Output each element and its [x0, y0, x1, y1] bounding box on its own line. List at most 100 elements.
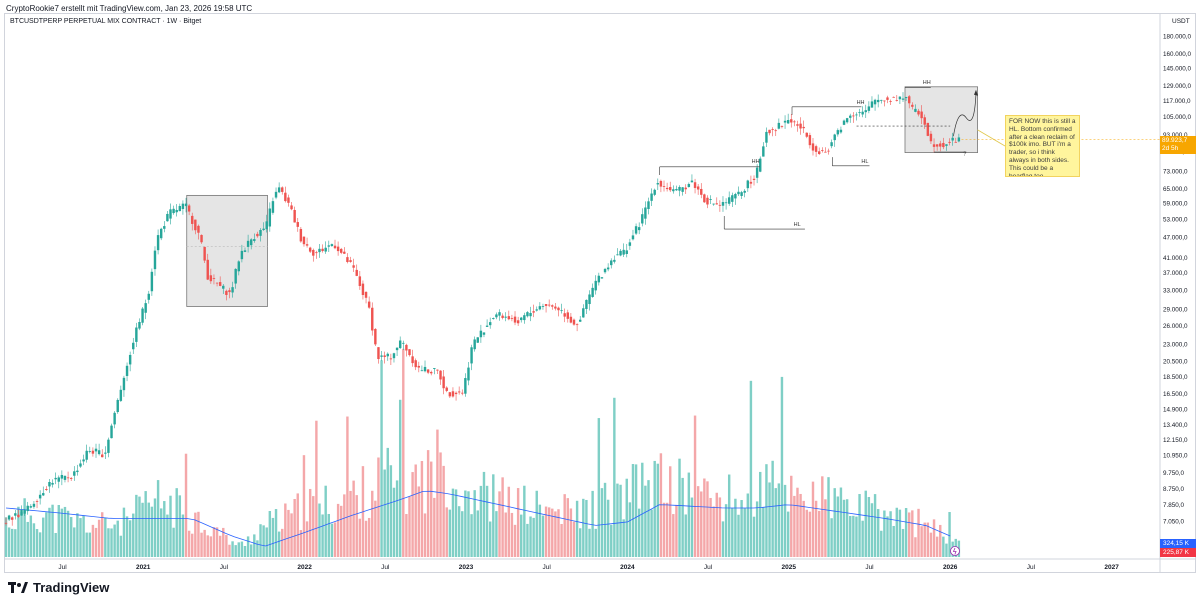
x-tick-label: 2026	[943, 564, 958, 571]
volume-bar	[619, 484, 622, 557]
candle	[790, 114, 793, 128]
volume-bar	[876, 509, 880, 557]
candle-body	[836, 130, 840, 135]
y-tick-label: 8.750,0	[1163, 486, 1185, 493]
candle	[296, 217, 299, 232]
candle	[597, 272, 601, 286]
volume-bar	[569, 508, 573, 557]
candle-body	[274, 191, 278, 198]
candle	[82, 454, 85, 466]
candle	[603, 267, 607, 274]
tradingview-logo[interactable]: TradingView	[8, 580, 109, 595]
volume-bar	[197, 511, 200, 557]
candle	[293, 206, 296, 223]
volume-bar	[194, 512, 197, 557]
x-tick-label: 2022	[297, 564, 312, 571]
candle	[575, 323, 579, 332]
annotation-note[interactable]: FOR NOW this is still a HL. Bottom confi…	[1005, 115, 1080, 177]
candle	[17, 509, 20, 519]
candle	[898, 96, 902, 104]
candle	[827, 148, 830, 155]
volume-bar	[839, 487, 843, 557]
candle-body	[644, 207, 647, 219]
volume-bar	[662, 502, 666, 557]
volume-bar	[355, 495, 358, 557]
candle-body	[619, 250, 622, 256]
candle-body	[191, 215, 194, 224]
candle-body	[718, 204, 722, 206]
volume-bar	[119, 535, 123, 557]
candle-body	[290, 205, 293, 210]
candle	[498, 309, 501, 321]
candle-body	[920, 111, 923, 119]
volume-bar	[492, 474, 495, 557]
candle-body	[498, 312, 501, 316]
candle	[156, 229, 160, 255]
candle-body	[560, 310, 563, 312]
volume-bar	[669, 466, 672, 557]
candle-body	[141, 308, 144, 323]
candle-body	[330, 244, 334, 247]
candle	[669, 181, 672, 193]
volume-bar	[138, 496, 141, 557]
volume-bar	[430, 461, 433, 557]
candle	[234, 268, 237, 289]
candle	[4, 517, 8, 526]
candle	[398, 336, 402, 350]
volume-bar	[209, 536, 213, 557]
volume-bar	[4, 517, 8, 557]
candle-body	[194, 219, 197, 231]
candle	[771, 127, 774, 137]
candle-body	[675, 188, 678, 191]
candle-body	[954, 141, 957, 143]
volume-bar	[637, 508, 641, 557]
candle	[594, 275, 597, 295]
candle	[926, 122, 930, 137]
volume-bar	[507, 486, 511, 557]
candle	[911, 102, 914, 110]
candle-body	[538, 306, 542, 310]
volume-bar	[948, 512, 951, 557]
candle-body	[246, 240, 250, 247]
candle-body	[38, 494, 42, 499]
candle	[445, 386, 448, 393]
candle	[622, 243, 625, 257]
candle	[759, 156, 762, 173]
volume-bar	[833, 488, 836, 557]
candle-body	[808, 135, 812, 146]
candle-body	[485, 325, 489, 327]
volume-bar	[641, 462, 644, 557]
candle	[544, 303, 548, 313]
volume-bar	[367, 517, 371, 557]
candle-body	[637, 227, 641, 231]
volume-bar	[433, 497, 436, 557]
candle	[861, 106, 864, 118]
last-price-value: 89.923,7	[1162, 137, 1188, 144]
candle-body	[529, 312, 532, 317]
volume-bar	[395, 480, 399, 557]
candle	[45, 486, 48, 491]
candle-body	[852, 115, 855, 117]
candle	[48, 479, 51, 493]
volume-bar	[448, 509, 452, 557]
x-tick-label: Jul	[58, 564, 67, 571]
candle-body	[672, 189, 675, 192]
volume-bar	[178, 495, 182, 557]
candle	[616, 248, 619, 256]
volume-bar	[63, 506, 67, 557]
volume-bar	[535, 490, 538, 557]
volume-bar	[817, 510, 821, 557]
candle-body	[259, 230, 262, 236]
candle	[32, 501, 36, 509]
candle	[541, 303, 545, 310]
candle-body	[886, 97, 889, 100]
candle-body	[88, 450, 92, 452]
volume-bar	[566, 498, 570, 557]
candle	[870, 96, 874, 108]
candle-body	[842, 120, 846, 125]
volume-bar	[721, 521, 725, 557]
candle-body	[76, 470, 79, 473]
volume-bar	[858, 494, 861, 557]
candle-body	[426, 369, 430, 373]
